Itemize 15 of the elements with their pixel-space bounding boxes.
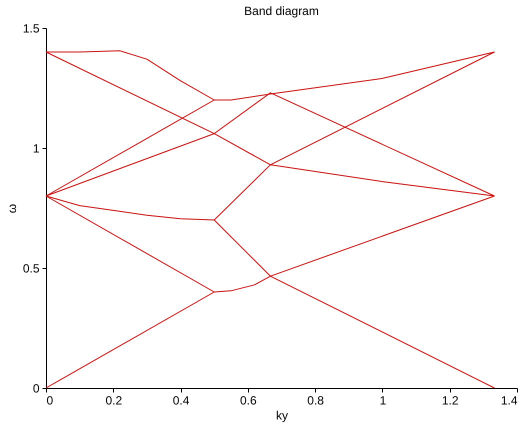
x-tick-label: 0.8 (307, 394, 324, 408)
x-axis-title: ky (276, 408, 288, 422)
x-tick-label: 0.6 (240, 394, 258, 408)
x-tick-label: 0 (46, 394, 54, 408)
y-tick-label: 1 (32, 142, 40, 156)
x-tick-label: 0.4 (172, 394, 190, 408)
y-tick-label: 0.5 (22, 262, 40, 276)
chart-title: Band diagram (244, 4, 319, 18)
y-tick-label: 0 (32, 382, 40, 396)
x-tick-label: 0.2 (105, 394, 122, 408)
x-tick-label: 1.4 (500, 394, 518, 408)
x-tick-label: 1.2 (442, 394, 459, 408)
y-axis-title: ω (4, 204, 19, 214)
x-tick-label: 1 (380, 394, 387, 408)
y-tick-label: 1.5 (22, 22, 40, 36)
